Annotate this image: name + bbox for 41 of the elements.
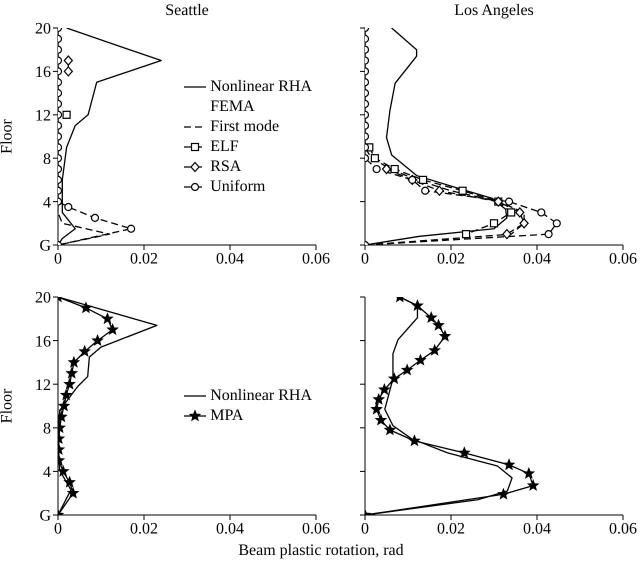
y-tick-label: 12 <box>35 107 51 124</box>
x-tick-label: 0 <box>54 520 62 538</box>
x-tick-label: 0.04 <box>216 250 244 268</box>
x-tick-label: 0.02 <box>437 250 465 268</box>
legend-label: ELF <box>210 136 239 156</box>
x-tick-label: 0.04 <box>523 250 551 268</box>
x-tick-label: 0.02 <box>130 520 158 538</box>
chart-title: Seattle <box>164 2 210 20</box>
x-tick-label: 0.06 <box>302 520 330 538</box>
x-tick-label: 0.02 <box>130 250 158 268</box>
x-tick-label: 0.06 <box>609 250 637 268</box>
y-axis-title: Floor <box>0 118 16 154</box>
x-tick-label: 0.06 <box>302 250 330 268</box>
y-tick-label: 20 <box>35 290 51 307</box>
legend-label: Uniform <box>210 176 266 196</box>
legend-label: Nonlinear RHA <box>210 386 312 406</box>
x-tick-label: 0.02 <box>437 520 465 538</box>
x-tick-label: 0.04 <box>216 520 244 538</box>
y-tick-label: G <box>39 508 52 525</box>
y-tick-label: 8 <box>43 150 51 168</box>
y-tick-label: 16 <box>35 64 51 82</box>
y-axis-title: Floor <box>0 388 16 424</box>
legend-label: Nonlinear RHA <box>210 76 312 96</box>
y-tick-label: 8 <box>43 420 51 438</box>
legend-label: First mode <box>210 116 280 136</box>
x-axis-title: Beam plastic rotation, rad <box>237 542 405 560</box>
x-tick-label: 0 <box>361 250 369 268</box>
annotation: FEMA <box>209 96 256 116</box>
x-tick-label: 0 <box>361 520 369 538</box>
chart-title: Los Angeles <box>453 2 535 20</box>
legend-label: MPA <box>210 406 244 426</box>
x-tick-label: 0 <box>54 250 62 268</box>
y-tick-label: 4 <box>43 464 51 482</box>
x-tick-label: 0.04 <box>523 520 551 538</box>
y-tick-label: 16 <box>35 333 51 350</box>
y-tick-label: 4 <box>43 194 51 212</box>
x-tick-label: 0.06 <box>609 520 637 538</box>
y-tick-label: 12 <box>35 376 51 394</box>
y-tick-label: G <box>39 238 52 255</box>
y-tick-label: 20 <box>35 20 51 38</box>
legend-label: RSA <box>210 156 242 176</box>
